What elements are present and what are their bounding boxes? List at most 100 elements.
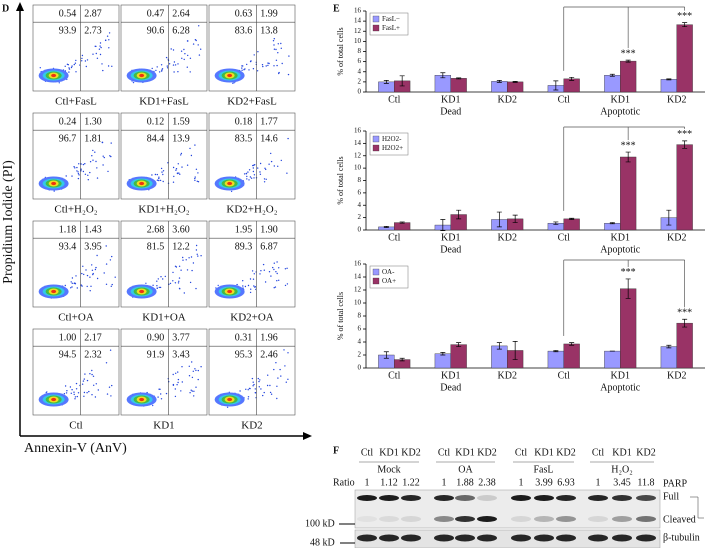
quadrant-value: 81.5: [147, 241, 165, 252]
group-label: FasL: [534, 464, 554, 475]
event-dot: [195, 249, 198, 251]
y-tick-label: 12: [354, 286, 362, 294]
event-dot: [273, 65, 275, 67]
band-cleaved: [612, 516, 632, 522]
event-dot: [88, 390, 90, 393]
bar: [676, 322, 693, 369]
x-tick-label: KD1: [441, 370, 460, 381]
event-dot: [181, 366, 183, 368]
error-bar: [399, 357, 405, 362]
event-dot: [106, 393, 109, 395]
quadrant-value: 3.95: [84, 241, 102, 252]
event-dot: [158, 179, 160, 182]
event-dot: [257, 377, 259, 380]
error-bar: [456, 77, 462, 80]
event-dot: [180, 390, 182, 392]
event-dot: [91, 373, 93, 376]
event-dot: [287, 378, 289, 380]
event-dot: [269, 384, 271, 387]
event-dot: [91, 269, 94, 271]
quadrant-value: 2.68: [147, 224, 165, 235]
event-dot: [190, 154, 193, 157]
quadrant-value: 0.54: [59, 8, 77, 19]
band-loading: [455, 534, 475, 542]
event-dot: [174, 282, 177, 284]
event-dot: [175, 266, 178, 268]
x-tick-label: KD1: [611, 370, 630, 381]
event-dot: [157, 278, 159, 280]
event-dot: [256, 70, 259, 72]
event-dot: [275, 362, 277, 364]
event-dot: [95, 52, 98, 55]
band-full: [379, 495, 399, 501]
ratio-value: 11.8: [637, 477, 654, 488]
event-dot: [200, 48, 202, 50]
band-label: PARP: [663, 478, 688, 489]
event-dot: [247, 171, 249, 173]
event-dot: [172, 373, 174, 376]
event-dot: [186, 66, 188, 68]
ratio-value: 1.88: [456, 477, 474, 488]
lane-label: KD1: [379, 447, 398, 458]
event-dot: [267, 374, 269, 376]
event-dot: [78, 174, 80, 176]
error-bar: [399, 75, 405, 87]
significance-label: ***: [677, 308, 692, 319]
event-dot: [243, 69, 245, 71]
event-dot: [181, 57, 183, 59]
quadrant-value: 0.18: [235, 116, 253, 127]
error-bar: [569, 76, 575, 81]
band-label: Cleaved: [663, 514, 696, 525]
x-tick-label: Ctl: [388, 94, 400, 105]
event-dot: [280, 375, 282, 377]
event-dot: [280, 47, 282, 49]
legend-swatch: [372, 15, 380, 23]
event-dot: [242, 280, 244, 282]
event-dot: [108, 39, 110, 41]
event-dot: [252, 170, 255, 173]
plot-label: KD2: [241, 420, 262, 432]
event-dot: [247, 398, 249, 400]
y-tick-label: 4: [358, 338, 362, 346]
bar: [434, 353, 451, 369]
event-dot: [252, 68, 255, 70]
lane-label: KD1: [534, 447, 553, 458]
ratio-value: 3.99: [535, 477, 553, 488]
y-tick-label: 2: [358, 351, 362, 359]
event-dot: [273, 38, 275, 40]
event-dot: [189, 281, 192, 284]
event-dot: [80, 163, 82, 165]
size-marker: 100 kD: [305, 518, 335, 529]
event-dot: [92, 375, 95, 377]
event-dot: [250, 288, 252, 290]
event-dot: [170, 48, 172, 50]
event-dot: [81, 54, 84, 57]
event-dot: [152, 404, 154, 407]
event-dot: [284, 365, 286, 367]
legend-label: FasL−: [382, 15, 400, 23]
event-dot: [63, 393, 66, 395]
event-dot: [194, 368, 196, 370]
event-dot: [162, 180, 164, 183]
event-dot: [90, 285, 92, 287]
density-contour: [139, 73, 145, 78]
event-dot: [156, 285, 158, 287]
event-dot: [268, 163, 270, 165]
band-loading: [588, 534, 608, 542]
quadrant-value: 83.5: [235, 133, 253, 144]
event-dot: [158, 71, 161, 73]
event-dot: [102, 69, 104, 72]
quadrant-value: 0.90: [147, 332, 165, 343]
event-dot: [280, 159, 282, 162]
legend-label: FasL+: [382, 24, 400, 32]
quadrant-value: 2.32: [84, 349, 102, 360]
event-dot: [70, 66, 73, 69]
event-dot: [278, 267, 280, 269]
event-dot: [283, 349, 285, 351]
event-dot: [84, 173, 87, 175]
event-dot: [273, 287, 275, 289]
event-dot: [92, 159, 94, 161]
ratio-value: 1: [442, 477, 447, 488]
event-dot: [172, 181, 175, 183]
event-dot: [95, 383, 98, 385]
